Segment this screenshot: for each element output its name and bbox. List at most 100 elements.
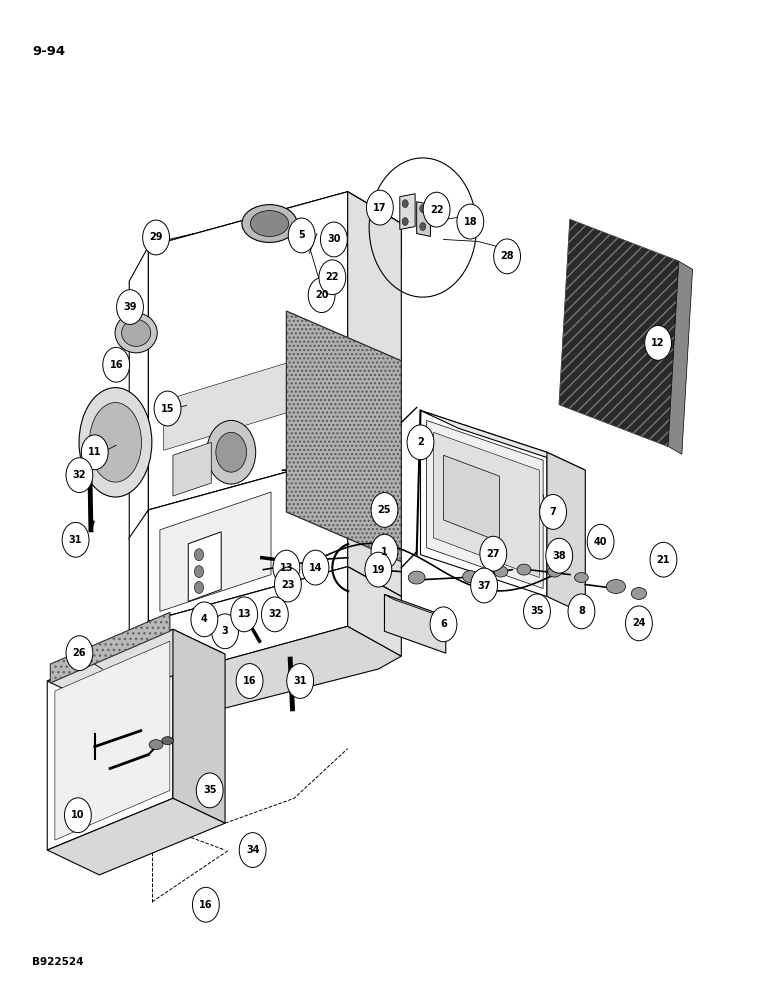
Circle shape	[195, 582, 204, 593]
Text: 23: 23	[281, 580, 295, 590]
Circle shape	[645, 325, 672, 360]
Ellipse shape	[574, 573, 588, 583]
Circle shape	[320, 222, 347, 257]
Polygon shape	[347, 192, 401, 485]
Circle shape	[457, 204, 484, 239]
Text: 19: 19	[371, 565, 385, 575]
Ellipse shape	[408, 571, 425, 584]
Circle shape	[430, 607, 457, 642]
Text: B922524: B922524	[32, 957, 83, 967]
Circle shape	[63, 522, 89, 557]
Circle shape	[231, 597, 258, 632]
Polygon shape	[148, 192, 401, 283]
Text: 11: 11	[88, 447, 101, 457]
Polygon shape	[400, 194, 415, 230]
Ellipse shape	[494, 566, 508, 577]
Polygon shape	[384, 594, 445, 653]
Text: 34: 34	[246, 845, 259, 855]
Circle shape	[262, 597, 288, 632]
Text: 17: 17	[373, 203, 387, 213]
Text: 14: 14	[309, 563, 322, 573]
Text: 8: 8	[578, 606, 585, 616]
Polygon shape	[156, 251, 344, 500]
Circle shape	[196, 773, 223, 808]
Circle shape	[191, 602, 218, 637]
Ellipse shape	[250, 211, 289, 236]
Polygon shape	[347, 567, 401, 656]
Polygon shape	[173, 629, 225, 823]
Circle shape	[275, 567, 301, 602]
Polygon shape	[421, 410, 547, 596]
Circle shape	[423, 192, 450, 227]
Circle shape	[66, 636, 93, 671]
Ellipse shape	[547, 566, 561, 577]
Text: 6: 6	[440, 619, 447, 629]
Text: 32: 32	[73, 470, 86, 480]
Polygon shape	[148, 455, 347, 621]
Circle shape	[625, 606, 652, 641]
Circle shape	[212, 614, 239, 649]
Text: 9-94: 9-94	[32, 45, 65, 58]
Text: 10: 10	[71, 810, 85, 820]
Circle shape	[587, 524, 614, 559]
Text: 16: 16	[243, 676, 256, 686]
Circle shape	[286, 664, 313, 698]
Circle shape	[371, 534, 398, 569]
Circle shape	[216, 432, 246, 472]
Polygon shape	[47, 798, 225, 875]
Polygon shape	[427, 420, 543, 589]
Text: 22: 22	[430, 205, 443, 215]
Text: 3: 3	[222, 626, 229, 636]
Circle shape	[192, 887, 219, 922]
Text: 26: 26	[73, 648, 86, 658]
Text: 35: 35	[530, 606, 543, 616]
Polygon shape	[173, 442, 212, 496]
Circle shape	[365, 552, 391, 587]
Polygon shape	[547, 452, 585, 614]
Text: 18: 18	[463, 217, 477, 227]
Circle shape	[367, 190, 393, 225]
Circle shape	[402, 218, 408, 226]
Text: 31: 31	[293, 676, 307, 686]
Circle shape	[420, 223, 426, 231]
Text: 31: 31	[69, 535, 83, 545]
Ellipse shape	[517, 564, 531, 575]
Ellipse shape	[606, 580, 625, 593]
Circle shape	[471, 568, 497, 603]
Circle shape	[402, 200, 408, 208]
Ellipse shape	[462, 571, 478, 583]
Ellipse shape	[121, 320, 151, 346]
Circle shape	[195, 549, 204, 561]
Circle shape	[103, 347, 130, 382]
Polygon shape	[347, 192, 401, 259]
Ellipse shape	[162, 737, 173, 745]
Text: 27: 27	[486, 549, 500, 559]
Circle shape	[207, 420, 256, 484]
Polygon shape	[559, 220, 679, 446]
Circle shape	[319, 260, 346, 295]
Text: 28: 28	[500, 251, 514, 261]
Text: 16: 16	[110, 360, 123, 370]
Circle shape	[407, 425, 434, 460]
Circle shape	[273, 550, 300, 585]
Polygon shape	[421, 410, 585, 470]
Circle shape	[480, 536, 506, 571]
Ellipse shape	[631, 588, 647, 599]
Text: 15: 15	[161, 404, 174, 414]
Text: 5: 5	[298, 230, 305, 240]
Ellipse shape	[115, 313, 157, 353]
Circle shape	[302, 550, 329, 585]
Polygon shape	[129, 485, 401, 572]
Text: 37: 37	[477, 581, 491, 591]
Polygon shape	[286, 311, 401, 562]
Ellipse shape	[242, 205, 297, 242]
Polygon shape	[148, 192, 347, 510]
Polygon shape	[668, 261, 692, 454]
Polygon shape	[310, 336, 394, 478]
Text: 32: 32	[268, 609, 282, 619]
Circle shape	[568, 594, 595, 629]
Polygon shape	[347, 455, 401, 596]
Circle shape	[239, 833, 266, 867]
Polygon shape	[129, 510, 148, 649]
Circle shape	[308, 278, 335, 313]
